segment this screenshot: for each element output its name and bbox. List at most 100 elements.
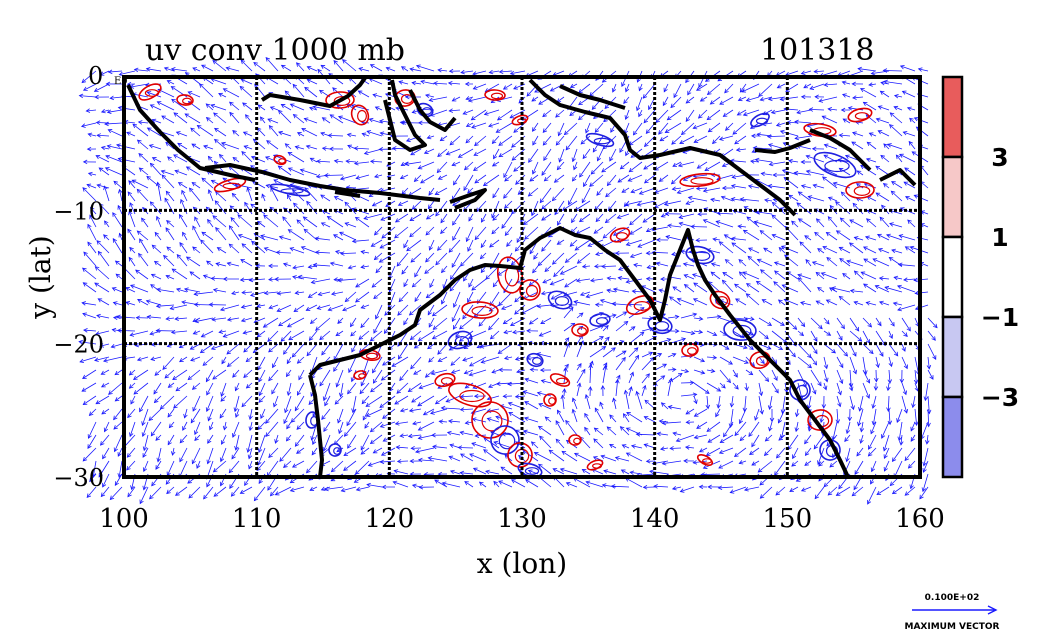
wind-vector (154, 369, 162, 376)
wind-vector (243, 369, 253, 379)
wind-vector (425, 252, 435, 263)
wind-vector (397, 200, 409, 206)
wind-vector (658, 174, 669, 182)
wind-vector (624, 83, 630, 93)
wind-vector (229, 101, 240, 111)
wind-vector (382, 356, 396, 366)
wind-vector (646, 264, 656, 270)
wind-vector (278, 235, 292, 241)
wind-vector (655, 109, 669, 124)
wind-vector (541, 239, 552, 252)
wind-vector (902, 130, 916, 137)
wind-vector (753, 220, 773, 228)
wind-vector (836, 356, 844, 369)
wind-vector (596, 148, 604, 162)
wind-vector (151, 244, 162, 254)
wind-vector (415, 447, 435, 454)
wind-vector (771, 330, 788, 344)
wind-vector (614, 250, 630, 256)
wind-vector (741, 83, 760, 93)
wind-vector (97, 250, 110, 267)
wind-vector (738, 259, 747, 267)
wind-vector (100, 369, 110, 375)
wind-vector (151, 118, 162, 124)
wind-vector (366, 130, 383, 137)
wind-vector (365, 395, 383, 407)
wind-vector (347, 382, 357, 395)
wind-vector (601, 161, 617, 173)
wind-vector (643, 161, 656, 170)
wind-vector (717, 485, 734, 491)
wind-vector (482, 174, 500, 187)
wind-vector (82, 282, 97, 293)
wind-vector (827, 107, 838, 112)
wind-vector (82, 267, 97, 280)
wind-vector (778, 246, 786, 254)
wind-vector (565, 481, 578, 488)
wind-vector (811, 261, 825, 267)
wind-vector (231, 421, 240, 438)
wind-vector (815, 218, 825, 228)
wind-vector (105, 154, 123, 163)
wind-vector (241, 290, 253, 295)
wind-vector (810, 356, 818, 366)
wind-vector (637, 239, 656, 248)
wind-vector (200, 239, 214, 254)
contour-blob (723, 319, 757, 341)
wind-vector (309, 486, 318, 491)
wind-vector (866, 141, 877, 150)
wind-vector (394, 421, 409, 426)
wind-vector (426, 134, 435, 140)
wind-vector (354, 216, 370, 228)
wind-vector (848, 242, 864, 254)
wind-vector (94, 282, 110, 293)
wind-vector (170, 329, 188, 335)
wind-vector (706, 83, 721, 96)
wind-vector (283, 460, 292, 468)
wind-vector (579, 161, 591, 178)
wind-vector (399, 369, 409, 382)
wind-vector (543, 148, 552, 162)
wind-vector (252, 138, 266, 150)
wind-vector (275, 250, 292, 255)
wind-vector (667, 367, 677, 372)
wind-vector (221, 356, 227, 365)
wind-vector (240, 59, 253, 72)
wind-vector (347, 265, 357, 270)
wind-vector (810, 330, 818, 342)
wind-vector (636, 200, 656, 207)
wind-vector (697, 211, 708, 217)
wind-vector (379, 119, 396, 124)
wind-vector (355, 174, 370, 180)
wind-vector (919, 486, 929, 500)
wind-vector (331, 291, 344, 296)
wind-vector (821, 115, 838, 124)
wind-vector (654, 338, 672, 345)
wind-vector (89, 214, 97, 228)
wind-vector (460, 453, 474, 462)
wind-vector (150, 356, 162, 361)
wind-vector (732, 122, 747, 135)
wind-vector (130, 395, 136, 405)
wind-vector (323, 421, 331, 433)
wind-vector (201, 177, 214, 189)
wind-vector (296, 132, 305, 137)
wind-vector (478, 481, 487, 488)
wind-vector (103, 421, 110, 433)
wind-vector (185, 166, 201, 176)
wind-vector (474, 135, 487, 147)
wind-vector (704, 161, 721, 172)
wind-vector (851, 141, 864, 150)
wind-vector (610, 484, 630, 489)
wind-vector (831, 286, 851, 293)
y-tick-label: −20 (53, 331, 104, 359)
wind-vector (876, 486, 890, 496)
wind-vector (858, 395, 864, 412)
wind-vector (470, 109, 487, 121)
wind-vector (913, 369, 919, 385)
wind-vector (511, 148, 526, 161)
wind-vector (823, 82, 838, 88)
wind-vector (522, 429, 539, 436)
wind-vector (525, 479, 539, 488)
y-tick-label-0: 0 (88, 62, 103, 90)
